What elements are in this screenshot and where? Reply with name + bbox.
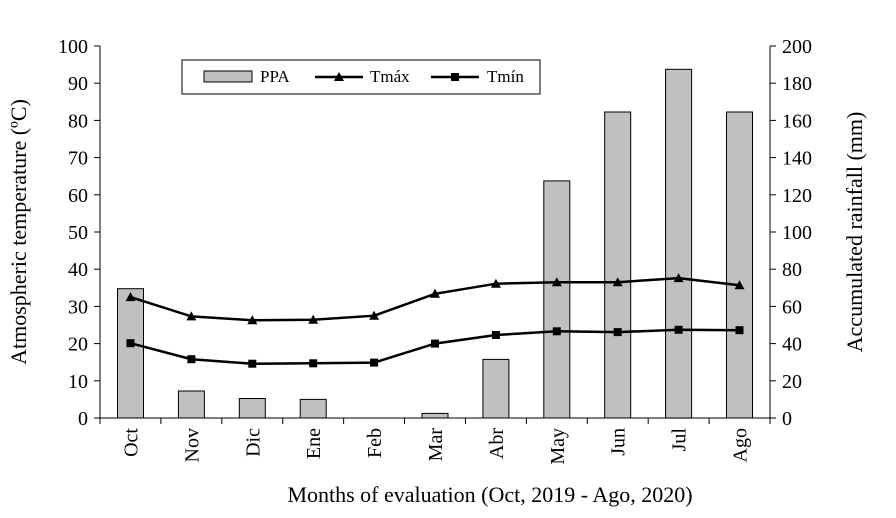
point-tmin-feb — [370, 358, 379, 367]
y2-tick-label: 100 — [782, 222, 812, 244]
point-tmax-oct — [125, 292, 136, 302]
legend-ppa-label: PPA — [260, 67, 290, 86]
bar-ppa-jun — [604, 111, 632, 419]
bar-ppa-mar — [421, 412, 449, 419]
point-tmax-ene — [308, 314, 319, 324]
y2-axis-title: Accumulated rainfall (mm) — [842, 112, 867, 353]
y2-tick-label: 140 — [782, 148, 812, 170]
x-tick-label-jul: Jul — [669, 428, 691, 452]
x-tick-label-nov: Nov — [181, 428, 203, 462]
point-tmin-abr — [491, 331, 500, 339]
bar-ppa-ene — [299, 398, 327, 419]
y2-tick-label: 200 — [782, 36, 812, 58]
y-tick-label: 80 — [68, 110, 88, 132]
y-tick-label: 50 — [68, 222, 88, 244]
y-axis-title: Atmospheric temperature (ºC) — [6, 99, 31, 365]
y2-tick-label: 180 — [782, 73, 812, 95]
y-tick-label: 90 — [68, 73, 88, 95]
point-tmin-mar — [431, 339, 439, 348]
point-tmax-dic — [247, 315, 258, 325]
legend-tmin-marker — [451, 73, 459, 81]
point-tmin-nov — [187, 355, 196, 364]
point-tmax-feb — [369, 310, 380, 320]
bar-ppa-abr — [482, 358, 510, 419]
point-tmax-abr — [490, 278, 501, 288]
x-tick-label-mar: Mar — [425, 428, 447, 462]
legend-tmax-marker — [334, 72, 344, 81]
legend-tmin-label: Tmín — [487, 67, 524, 86]
x-tick-label-abr: Abr — [486, 428, 508, 459]
y-tick-label: 30 — [68, 296, 88, 318]
lines-layer — [125, 273, 745, 368]
y2-tick-label: 40 — [782, 334, 802, 356]
point-tmin-dic — [248, 359, 257, 368]
y-tick-label: 100 — [58, 36, 88, 58]
point-tmin-ene — [309, 359, 318, 368]
y2-tick-label: 80 — [782, 259, 802, 281]
y2-tick-label: 20 — [782, 371, 802, 393]
bars-layer — [117, 68, 753, 419]
line-tmax — [130, 276, 740, 322]
x-tick-label-ago: Ago — [730, 428, 752, 462]
y-tick-label: 0 — [78, 408, 88, 430]
x-tick-label-feb: Feb — [364, 428, 386, 458]
x-tick-label-oct: Oct — [120, 428, 142, 457]
point-tmin-oct — [126, 339, 135, 348]
legend: PPA Tmáx Tmín — [181, 59, 541, 95]
x-tick-label-ene: Ene — [303, 428, 325, 459]
bar-ppa-jul — [665, 68, 693, 419]
y2-tick-label: 120 — [782, 185, 812, 207]
x-axis-title: Months of evaluation (Oct, 2019 - Ago, 2… — [287, 482, 692, 507]
bar-ppa-nov — [177, 390, 205, 419]
x-tick-label-jun: Jun — [608, 428, 630, 456]
point-tmin-jul — [674, 325, 683, 334]
x-tick-label-dic: Dic — [242, 428, 264, 457]
ticks-layer: 0 10 20 30 40 50 60 70 80 90 100 0 20 40 60 80 100 120 140… — [58, 36, 812, 465]
bar-ppa-oct — [117, 288, 144, 419]
y-tick-label: 40 — [68, 259, 88, 281]
bar-ppa-may — [543, 180, 571, 419]
point-tmax-mar — [430, 288, 440, 298]
bar-ppa-ago — [726, 111, 753, 419]
bar-ppa-dic — [238, 398, 266, 419]
point-tmax-ago — [734, 280, 745, 290]
legend-ppa-swatch — [203, 70, 253, 83]
point-tmin-jun — [613, 328, 622, 337]
y2-tick-label: 0 — [782, 408, 792, 430]
point-tmax-jun — [612, 277, 623, 287]
point-tmax-jul — [673, 273, 684, 283]
y-tick-label: 10 — [68, 371, 88, 393]
legend-tmax-label: Tmáx — [370, 67, 410, 86]
x-tick-label-may: May — [547, 428, 569, 465]
y2-tick-label: 60 — [782, 296, 802, 318]
point-tmax-nov — [186, 311, 197, 321]
y2-tick-label: 160 — [782, 110, 812, 132]
point-tmin-may — [552, 327, 561, 336]
point-tmin-ago — [735, 326, 744, 335]
y-tick-label: 60 — [68, 185, 88, 207]
y-tick-label: 70 — [68, 148, 88, 170]
point-tmax-may — [551, 277, 562, 287]
y-tick-label: 20 — [68, 334, 88, 356]
